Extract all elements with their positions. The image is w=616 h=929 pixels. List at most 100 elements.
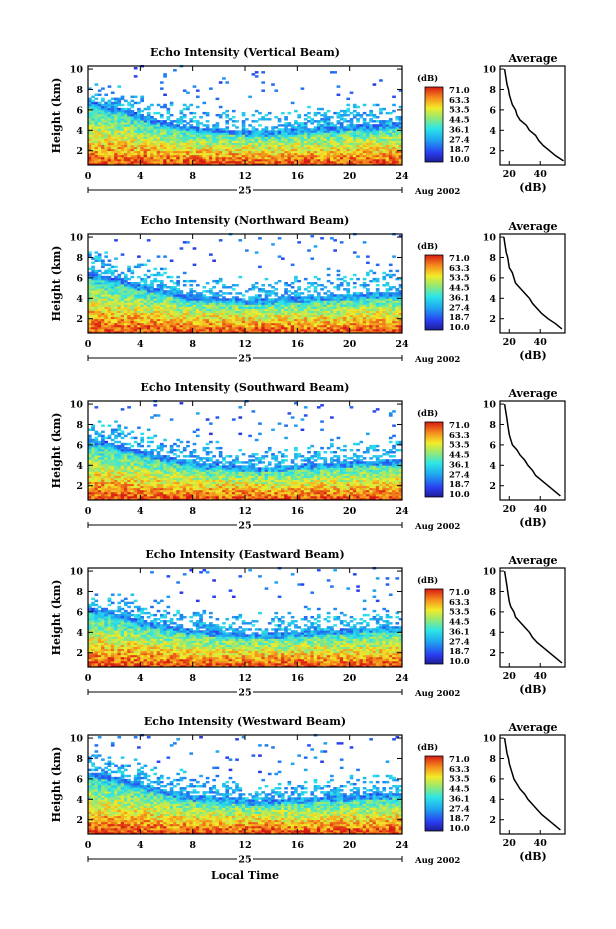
heatmap-cell — [372, 134, 377, 137]
heatmap-cell — [130, 298, 135, 301]
heatmap-cell — [104, 124, 109, 127]
heatmap-cell — [130, 156, 135, 160]
heatmap-cell — [245, 134, 249, 137]
heatmap-cell — [320, 237, 324, 240]
heatmap-cell — [179, 160, 184, 164]
heatmap-cell — [205, 328, 210, 332]
heatmap-cell — [209, 318, 213, 322]
heatmap-cell — [320, 124, 324, 127]
heatmap-cell — [202, 306, 207, 309]
heatmap-cell — [218, 310, 223, 313]
heatmap-cell — [271, 144, 275, 148]
heatmap-cell — [277, 154, 282, 158]
heatmap-cell — [166, 144, 171, 148]
heatmap-cell — [297, 304, 301, 307]
heatmap-cell — [320, 300, 324, 303]
heatmap-cell — [189, 304, 194, 307]
heatmap-cell — [130, 286, 135, 289]
heatmap-cell — [123, 288, 128, 291]
heatmap-cell — [303, 132, 308, 135]
heatmap-cell — [173, 142, 177, 145]
heatmap-cell — [248, 310, 252, 313]
heatmap-cell — [362, 162, 367, 166]
heatmap-cell — [150, 136, 154, 139]
heatmap-cell — [352, 292, 357, 295]
heatmap-cell — [143, 290, 148, 293]
heatmap-cell — [271, 322, 275, 326]
heatmap-cell — [395, 308, 400, 311]
heatmap-cell — [189, 111, 194, 115]
x-tick-label: 20 — [343, 339, 357, 350]
heatmap-cell — [375, 277, 380, 281]
heatmap-cell — [209, 322, 213, 326]
heatmap-cell — [225, 138, 230, 141]
heatmap-cell — [179, 310, 184, 313]
heatmap-cell — [241, 122, 246, 125]
heatmap-cell — [159, 322, 164, 326]
heatmap-cell — [238, 308, 243, 311]
heatmap-cell — [359, 146, 364, 150]
heatmap-cell — [316, 154, 321, 158]
heatmap-cell — [222, 142, 226, 145]
heatmap-cell — [267, 324, 272, 328]
heatmap-cell — [333, 314, 337, 318]
heatmap-cell — [91, 120, 95, 123]
heatmap-cell — [205, 310, 210, 313]
heatmap-cell — [94, 124, 99, 127]
heatmap-cell — [163, 144, 167, 148]
heatmap-cell — [94, 318, 99, 322]
heatmap-cell — [137, 308, 141, 311]
heatmap-cell — [307, 138, 311, 141]
heatmap-cell — [150, 158, 154, 162]
heatmap-cell — [195, 316, 200, 320]
heatmap-cell — [248, 158, 252, 162]
heatmap-cell — [169, 304, 174, 307]
heatmap-cell — [359, 306, 364, 309]
heatmap-cell — [271, 130, 275, 133]
heatmap-cell — [97, 485, 102, 489]
heatmap-cell — [173, 318, 177, 322]
heatmap-cell — [189, 330, 194, 334]
heatmap-cell — [284, 288, 288, 291]
heatmap-cell — [274, 326, 279, 330]
heatmap-cell — [349, 140, 354, 143]
heatmap-cell — [186, 122, 190, 125]
heatmap-cell — [303, 150, 308, 154]
heatmap-cell — [159, 312, 164, 316]
heatmap-cell — [209, 312, 213, 316]
heatmap-cell — [202, 140, 207, 143]
heatmap-cell — [303, 302, 308, 305]
heatmap-cell — [310, 235, 315, 238]
heatmap-cell — [123, 99, 128, 103]
heatmap-cell — [127, 138, 131, 141]
colorbar-tick-label: 71.0 — [449, 86, 470, 96]
heatmap-cell — [379, 314, 383, 318]
heatmap-cell — [107, 259, 112, 262]
heatmap-cell — [120, 124, 125, 127]
heatmap-cell — [218, 306, 223, 309]
heatmap-cell — [159, 296, 164, 299]
heatmap-cell — [274, 281, 279, 285]
heatmap-cell — [159, 134, 164, 137]
heatmap-cell — [372, 160, 377, 164]
heatmap-cell — [264, 302, 269, 305]
heatmap-cell — [117, 111, 122, 115]
heatmap-cell — [176, 158, 180, 162]
heatmap-cell — [153, 290, 158, 293]
heatmap-cell — [146, 146, 151, 150]
heatmap-cell — [277, 132, 282, 135]
heatmap-cell — [163, 105, 167, 109]
heatmap-cell — [176, 122, 180, 125]
heatmap-cell — [362, 328, 367, 332]
heatmap-cell — [382, 158, 387, 162]
heatmap-cell — [117, 318, 122, 322]
heatmap-cell — [166, 326, 171, 330]
heatmap-cell — [97, 138, 102, 141]
heatmap-cell — [97, 284, 102, 287]
heatmap-cell — [346, 152, 351, 156]
heatmap-cell — [133, 134, 138, 137]
heatmap-cell — [369, 156, 373, 160]
heatmap-cell — [163, 318, 167, 322]
heatmap-cell — [101, 471, 105, 474]
